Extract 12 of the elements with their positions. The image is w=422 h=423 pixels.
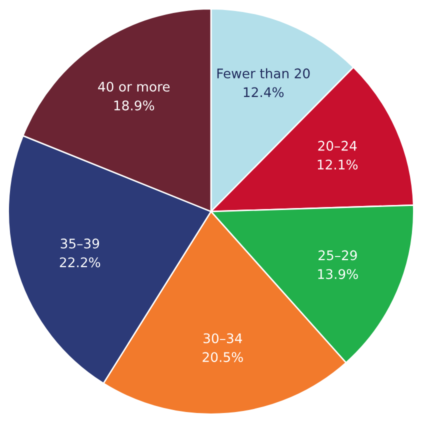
data-label: 13.9% xyxy=(318,269,358,280)
data-label: 22.2% xyxy=(60,257,100,268)
slice-label: 30–34 xyxy=(204,333,242,344)
slice-label: 40 or more xyxy=(98,82,170,92)
data-label: 12.4% xyxy=(244,87,284,98)
data-label: 12.1% xyxy=(318,160,358,170)
slice-label: Fewer than 20 xyxy=(217,68,310,78)
data-label: 18.9% xyxy=(114,100,154,110)
data-label: 20.5% xyxy=(202,352,243,362)
slice-label: 20–24 xyxy=(318,140,357,151)
slice-label: 35–39 xyxy=(60,238,100,249)
slice-label: 25–29 xyxy=(318,250,357,260)
